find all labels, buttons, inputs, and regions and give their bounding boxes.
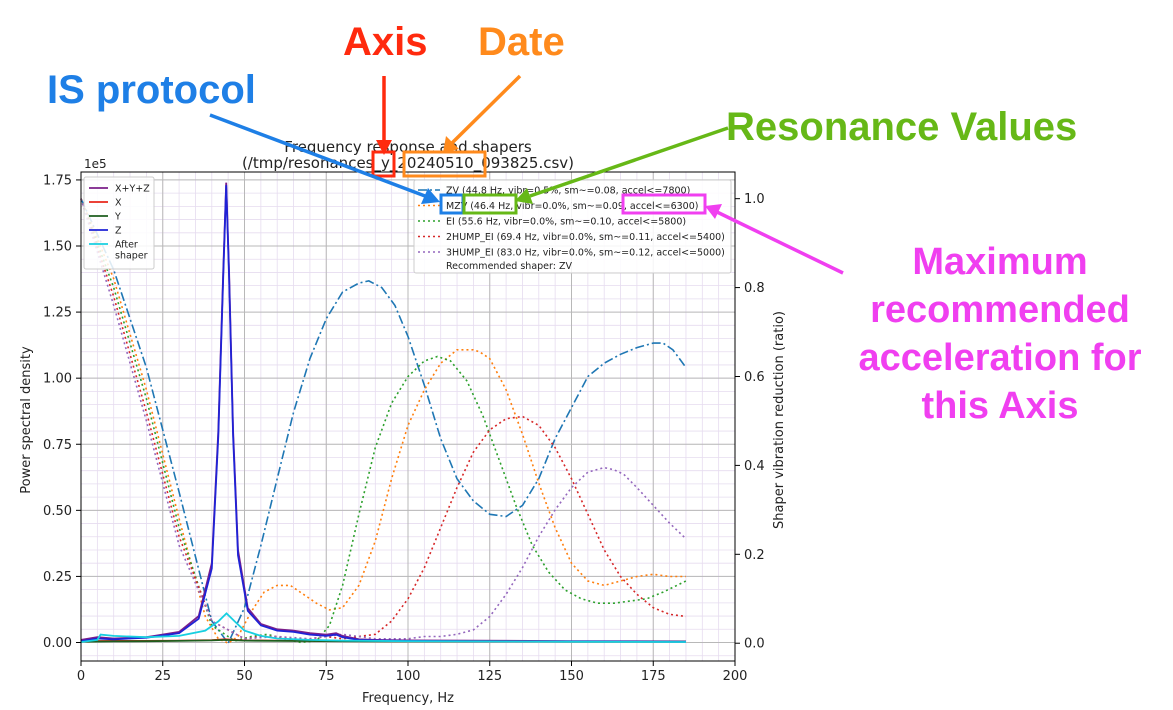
chart-title-line2: (/tmp/resonances_y_20240510_093825.csv)	[242, 154, 574, 173]
psd-line	[80, 612, 687, 643]
x-tick-label: 50	[236, 669, 253, 684]
y-left-tick-label: 0.75	[43, 438, 72, 453]
x-tick-label: 0	[77, 669, 85, 684]
resonance-arrowhead	[515, 188, 533, 204]
shaper-legend: ZV (44.8 Hz, vibr=0.5%, sm~=0.08, accel<…	[413, 179, 732, 274]
is-protocol-annotation: IS protocol	[47, 68, 256, 112]
axis-arrowhead	[376, 140, 392, 155]
psd-lines	[80, 182, 687, 643]
x-tick-label: 75	[318, 669, 335, 684]
psd-legend-label: X+Y+Z	[115, 184, 150, 195]
y-right-tick-label: 0.8	[744, 281, 765, 296]
y-left-tick-label: 1.75	[43, 173, 72, 188]
y-left-tick-label: 1.00	[43, 372, 72, 387]
right-axis-ticks: 0.0 0.2 0.4 0.6 0.8 1.0	[735, 192, 765, 652]
date-annotation: Date	[478, 20, 565, 64]
shaper-lines	[80, 198, 687, 645]
x-tick-label: 100	[396, 669, 421, 684]
x-axis-ticks: 0 25 50 75 100 125 150 175 200	[77, 661, 748, 684]
protocol-arrowhead	[421, 188, 440, 204]
axis-annotation: Axis	[343, 20, 428, 64]
psd-legend-label: X	[115, 198, 122, 209]
psd-legend-label: Y	[114, 212, 121, 223]
y-right-tick-label: 0.2	[744, 548, 765, 563]
y-left-tick-label: 0.25	[43, 570, 72, 585]
shaper-legend-label: 2HUMP_EI (69.4 Hz, vibr=0.0%, sm~=0.11, …	[446, 232, 725, 243]
date-arrowhead	[443, 136, 459, 153]
y-right-tick-label: 0.4	[744, 459, 765, 474]
y-right-tick-label: 1.0	[744, 192, 765, 207]
y-left-tick-label: 0.00	[43, 636, 72, 651]
psd-legend-label: shaper	[115, 251, 148, 262]
shaper-line	[80, 198, 687, 645]
y-multiplier: 1e5	[84, 157, 107, 171]
date-arrow	[450, 74, 522, 145]
psd-legend-box	[83, 176, 155, 270]
left-axis-ticks: 0.00 0.25 0.50 0.75 1.00 1.25 1.50 1.75	[43, 173, 81, 651]
shaper-legend-label: 3HUMP_EI (83.0 Hz, vibr=0.0%, sm~=0.12, …	[446, 248, 725, 259]
shaper-line	[80, 198, 686, 645]
shaper-legend-label: MZV (46.4 Hz, vibr=0.0%, sm~=0.09, accel…	[446, 201, 698, 212]
recommended-shaper: Recommended shaper: ZV	[446, 261, 572, 272]
y-left-tick-label: 1.50	[43, 240, 72, 255]
x-tick-label: 25	[154, 669, 171, 684]
accel-arrow	[716, 210, 844, 275]
shaper-line	[80, 198, 687, 640]
shaper-legend-label: ZV (44.8 Hz, vibr=0.5%, sm~=0.08, accel<…	[446, 186, 690, 197]
resonance-highlight-box	[462, 193, 518, 215]
x-axis-label: Frequency, Hz	[362, 691, 454, 706]
accel-arrowhead	[705, 204, 722, 219]
shaper-legend-label: EI (55.6 Hz, vibr=0.0%, sm~=0.10, accel<…	[446, 217, 686, 228]
max-accel-annotation: Maximum recommended acceleration for thi…	[858, 241, 1142, 427]
accel-highlight-box	[621, 193, 707, 215]
psd-legend-label: Z	[115, 226, 122, 237]
y-right-axis-label: Shaper vibration reduction (ratio)	[772, 311, 787, 529]
protocol-arrow	[209, 113, 426, 198]
y-left-tick-label: 0.50	[43, 504, 72, 519]
y-left-axis-label: Power spectral density	[19, 346, 34, 494]
y-right-tick-label: 0.6	[744, 370, 765, 385]
x-tick-label: 150	[559, 669, 584, 684]
resonance-arrow	[529, 126, 729, 198]
y-right-tick-label: 0.0	[744, 637, 765, 652]
resonance-values-annotation: Resonance Values	[726, 105, 1078, 149]
x-tick-label: 175	[641, 669, 666, 684]
shaper-line	[80, 198, 687, 644]
psd-legend-label: After	[115, 240, 138, 251]
x-tick-label: 125	[477, 669, 502, 684]
y-left-tick-label: 1.25	[43, 306, 72, 321]
x-tick-label: 200	[723, 669, 748, 684]
